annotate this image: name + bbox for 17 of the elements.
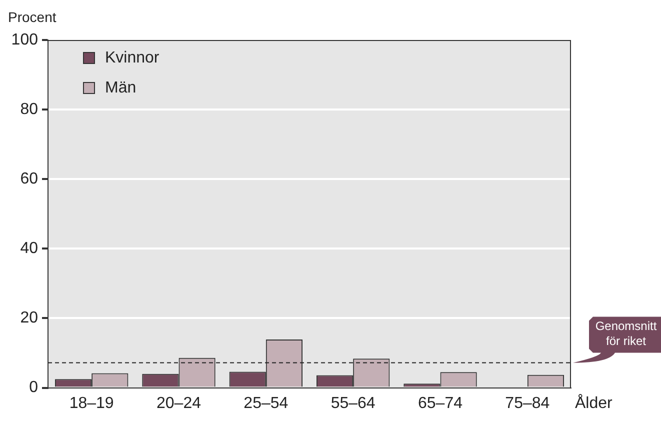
x-tick-label: 18–19 (69, 394, 114, 412)
ref-line-label: Genomsnitt för riket (595, 319, 658, 348)
x-tick-label: 65–74 (418, 394, 463, 412)
legend-label: Kvinnor (105, 49, 160, 66)
y-tick-label: 0 (29, 379, 38, 396)
y-axis-title: Procent (8, 9, 56, 25)
x-axis-title: Ålder (575, 394, 614, 412)
y-tick-label: 80 (20, 100, 38, 118)
legend-label: Män (105, 79, 136, 96)
x-tick-label: 20–24 (156, 394, 202, 412)
y-tick-label: 40 (20, 240, 38, 258)
y-tick-label: 60 (20, 170, 38, 188)
x-tick-label: 75–84 (505, 394, 550, 412)
x-tick-label: 25–54 (244, 394, 288, 412)
y-tick-label: 100 (11, 31, 38, 48)
x-tick-label: 55–64 (330, 394, 376, 412)
y-tick-label: 20 (20, 310, 38, 327)
